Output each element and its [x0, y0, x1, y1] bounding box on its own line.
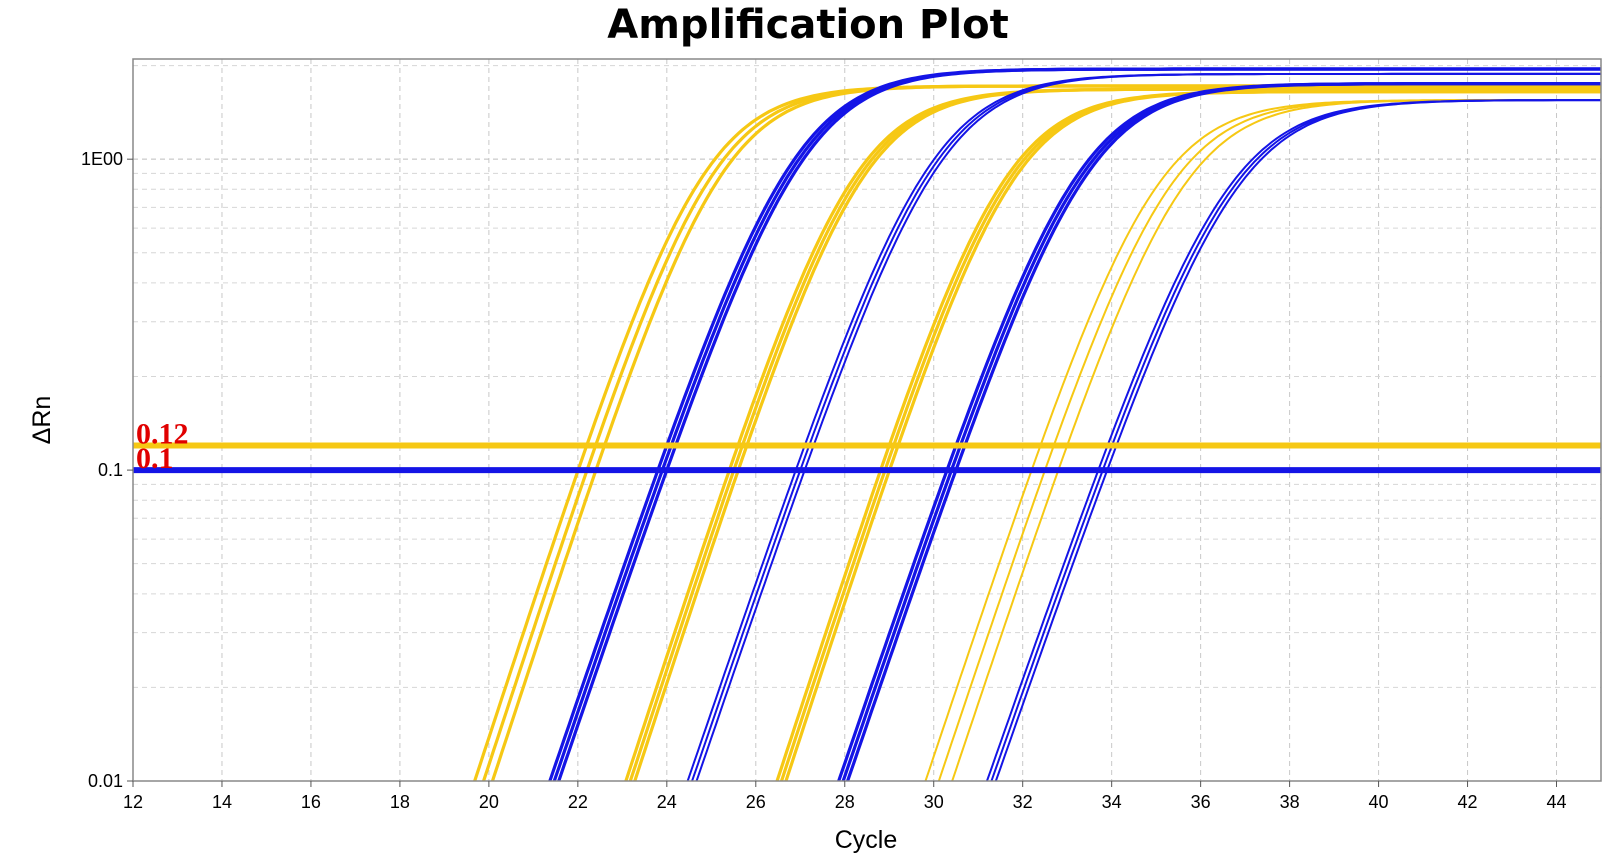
- y-axis-title: ΔRn: [28, 396, 56, 445]
- x-tick-label: 32: [1013, 792, 1033, 812]
- x-tick-label: 44: [1546, 792, 1566, 812]
- axis-ticks: 12 14 16 18 20 22 24 26 28 30 32 34 36 38 40 42 44 0.01 0.…: [81, 149, 1567, 812]
- amplification-curve: [624, 87, 1601, 781]
- amplification-curve: [633, 87, 1601, 781]
- x-tick-label: 30: [924, 792, 944, 812]
- amplification-curve: [951, 99, 1601, 781]
- x-tick-label: 14: [212, 792, 232, 812]
- x-tick-label: 42: [1458, 792, 1478, 812]
- plot-area: [133, 67, 1601, 781]
- x-tick-label: 24: [657, 792, 677, 812]
- x-axis-title: Cycle: [835, 826, 898, 854]
- threshold-labels: 0.120.1: [136, 417, 189, 475]
- x-tick-label: 36: [1191, 792, 1211, 812]
- x-tick-label: 26: [746, 792, 766, 812]
- amplification-curve: [937, 99, 1601, 781]
- amplification-curve: [552, 67, 1601, 781]
- x-tick-label: 22: [568, 792, 588, 812]
- amplification-curve: [994, 99, 1601, 781]
- amplification-curve: [695, 72, 1601, 781]
- threshold-label: 0.12: [136, 417, 189, 450]
- amplification-curve: [845, 82, 1601, 781]
- amplification-curve: [490, 84, 1601, 781]
- x-tick-label: 20: [479, 792, 499, 812]
- x-tick-label: 18: [390, 792, 410, 812]
- threshold-label: 0.1: [136, 442, 174, 475]
- x-tick-label: 40: [1369, 792, 1389, 812]
- x-tick-label: 16: [301, 792, 321, 812]
- y-tick-label: 1E00: [81, 149, 123, 169]
- chart-title: Amplification Plot: [607, 2, 1008, 48]
- amplification-curve: [691, 72, 1601, 781]
- threshold-lines: [133, 442, 1601, 474]
- plot-frame: [132, 58, 1602, 782]
- x-tick-label: 28: [835, 792, 855, 812]
- x-tick-label: 34: [1102, 792, 1122, 812]
- x-tick-label: 38: [1280, 792, 1300, 812]
- x-tick-label: 12: [123, 792, 143, 812]
- amplification-curve: [784, 90, 1601, 781]
- y-tick-label: 0.01: [88, 771, 123, 791]
- amplification-curve: [557, 67, 1601, 781]
- y-tick-label: 0.1: [98, 460, 123, 480]
